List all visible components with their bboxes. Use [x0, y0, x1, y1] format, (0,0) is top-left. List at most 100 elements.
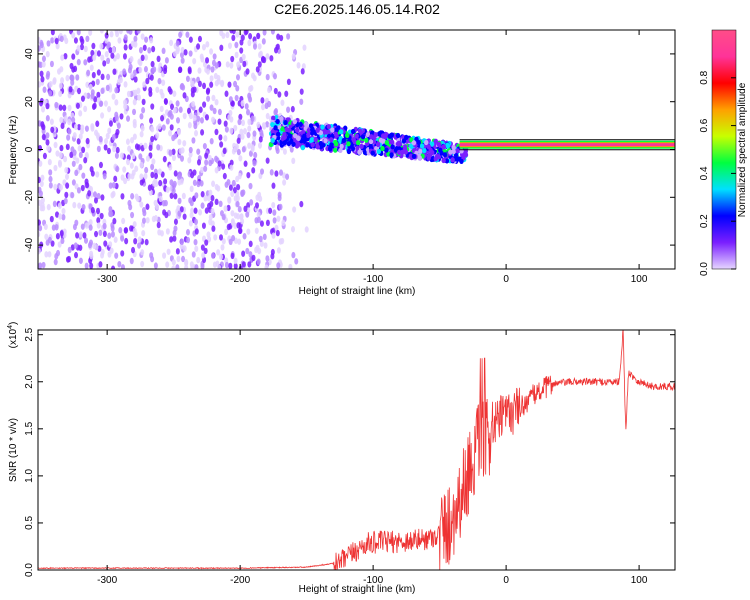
spectrogram-noise-mark — [262, 30, 267, 36]
spectrogram-noise-mark — [185, 75, 190, 82]
spectrogram-noise-mark — [40, 196, 45, 204]
spectrogram-noise-mark — [279, 34, 284, 42]
spectrogram-noise-mark — [64, 191, 69, 199]
spectrogram-noise-mark — [41, 261, 46, 269]
spectrogram-noise-mark — [259, 220, 264, 227]
spectrogram-noise-mark — [178, 106, 183, 113]
spectrogram-noise-mark — [229, 62, 234, 69]
spectrogram-band-mark — [428, 147, 433, 154]
spectrogram-noise-mark — [119, 152, 124, 159]
spectrogram-noise-mark — [268, 207, 273, 214]
spectrogram-noise-mark — [139, 179, 144, 186]
spectrogram-noise-mark — [96, 217, 101, 224]
spectrogram-noise-mark — [179, 178, 184, 185]
spectrogram-noise-mark — [209, 48, 214, 55]
spectrogram-noise-mark — [88, 219, 93, 226]
spectrogram-noise-mark — [228, 262, 233, 269]
spectrogram-noise-mark — [196, 256, 201, 264]
spectrogram-noise-mark — [59, 116, 64, 124]
spectrogram-noise-mark — [120, 174, 125, 181]
spectrogram-band-mark — [355, 145, 360, 151]
spectrogram-band-mark — [360, 134, 366, 140]
spectrogram-noise-mark — [76, 30, 81, 36]
spectrogram-noise-mark — [236, 74, 241, 81]
spectrogram-noise-mark — [210, 194, 215, 202]
spectrogram-noise-mark — [61, 207, 66, 215]
spectrogram-noise-mark — [58, 151, 63, 159]
spectrogram-noise-mark — [265, 53, 270, 60]
spectrogram-noise-mark — [100, 54, 105, 61]
spectrogram-noise-mark — [161, 124, 166, 131]
spectrogram-y-axis-label: Frequency (Hz) — [8, 116, 19, 185]
spectrogram-noise-mark — [109, 247, 114, 254]
spectrogram-noise-mark — [45, 139, 50, 146]
spectrogram-band-mark — [424, 139, 429, 146]
spectrogram-noise-mark — [198, 106, 203, 113]
spectrogram-noise-mark — [76, 45, 81, 52]
spectrogram-noise-mark — [219, 44, 224, 52]
spectrogram-noise-mark — [284, 90, 289, 97]
spectrogram-noise-mark — [50, 37, 55, 44]
spectrogram-noise-mark — [138, 59, 143, 67]
spectrogram-band-mark — [282, 131, 287, 137]
spectrogram-noise-mark — [207, 236, 212, 243]
spectrogram-noise-mark — [244, 103, 249, 110]
spectrogram-noise-mark — [157, 229, 162, 236]
spectrogram-noise-mark — [201, 252, 206, 259]
spectrogram-noise-mark — [271, 201, 276, 209]
spectrogram-noise-mark — [153, 262, 158, 269]
spectrogram-noise-mark — [241, 261, 246, 268]
spectrogram-noise-mark — [100, 248, 105, 256]
spectrogram-noise-mark — [240, 190, 245, 198]
spectrogram-noise-mark — [121, 217, 126, 225]
spectrogram-band-mark — [357, 128, 363, 134]
spectrogram-noise-mark — [216, 185, 221, 192]
spectrogram-noise-mark — [99, 212, 104, 220]
spectrogram-noise-mark — [182, 112, 187, 120]
spectrogram-noise-mark — [175, 248, 180, 255]
spectrogram-noise-mark — [141, 107, 146, 114]
spectrogram-noise-mark — [248, 182, 253, 190]
spectrogram-noise-mark — [83, 45, 88, 53]
spectrogram-noise-mark — [96, 50, 101, 57]
spectrogram-noise-mark — [270, 248, 275, 256]
spectrogram-noise-mark — [257, 191, 262, 199]
spectrogram-noise-mark — [38, 224, 43, 232]
spectrogram-band-mark — [315, 127, 320, 133]
spectrogram-noise-mark — [203, 247, 208, 255]
spectrogram-noise-mark — [241, 119, 246, 127]
spectrogram-band-mark — [401, 138, 407, 144]
spectrogram-noise-mark — [238, 113, 243, 121]
spectrogram-noise-mark — [281, 219, 286, 227]
spectrogram-noise-mark — [221, 213, 226, 221]
spectrogram-noise-mark — [159, 105, 164, 113]
spectrogram-noise-mark — [119, 113, 124, 120]
spectrogram-noise-mark — [123, 81, 128, 88]
spectrogram-noise-mark — [256, 32, 261, 40]
spectrogram-noise-mark — [167, 86, 172, 93]
spectrogram-noise-mark — [88, 224, 93, 231]
spectrogram-noise-mark — [61, 213, 66, 221]
spectrogram-noise-mark — [50, 240, 55, 247]
spectrogram-noise-mark — [165, 186, 170, 193]
spectrogram-noise-mark — [111, 93, 116, 100]
spectrogram-noise-mark — [76, 58, 81, 66]
spectrogram-noise-mark — [92, 191, 97, 198]
spectrogram-noise-mark — [73, 37, 78, 44]
spectrogram-band-mark — [387, 133, 393, 139]
spectrogram-noise-mark — [53, 258, 58, 266]
spectrogram-band-mark — [276, 131, 281, 137]
spectrogram-noise-mark — [111, 134, 116, 141]
spectrogram-band-mark — [300, 145, 306, 151]
spectrogram-band-mark — [313, 137, 318, 143]
spectrogram-noise-mark — [164, 211, 169, 219]
spectrogram-noise-mark — [286, 78, 291, 86]
spectrogram-band-mark — [362, 149, 368, 155]
spectrogram-noise-mark — [55, 150, 60, 157]
spectrogram-noise-mark — [172, 107, 177, 114]
spectrogram-noise-mark — [241, 53, 246, 61]
spectrogram-noise-mark — [207, 154, 212, 162]
spectrogram-noise-mark — [38, 186, 42, 194]
spectrogram-noise-mark — [45, 102, 50, 110]
spectrogram-band-mark — [455, 148, 460, 154]
